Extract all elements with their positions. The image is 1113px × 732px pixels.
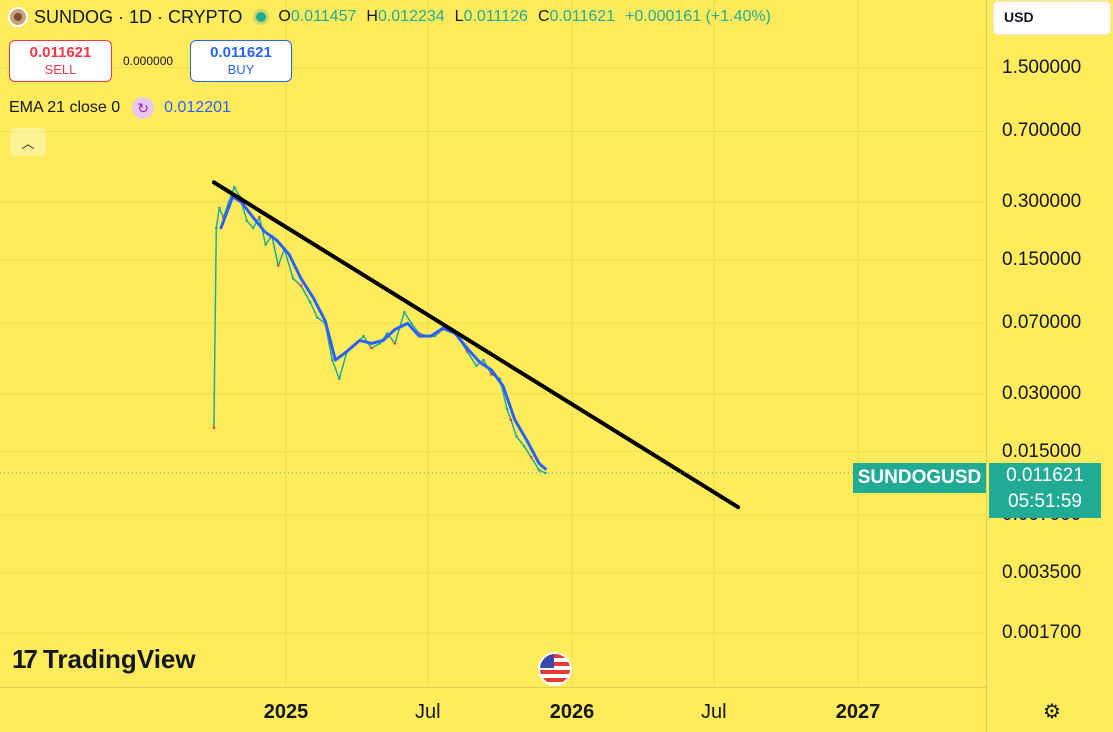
price-point	[245, 219, 249, 222]
price-point	[264, 243, 267, 246]
price-point	[489, 372, 493, 376]
sell-label: SELL	[44, 62, 77, 77]
buy-button[interactable]: 0.011621 BUY	[190, 40, 292, 82]
indicator-legend[interactable]: EMA 21 close 0 ↻ 0.012201	[9, 97, 231, 119]
price-point	[537, 468, 541, 472]
tradingview-logo[interactable]: 17 TradingView	[12, 644, 196, 675]
price-point	[308, 301, 312, 304]
tradingview-mark-icon: 17	[12, 644, 38, 674]
price-point	[316, 316, 319, 319]
price-point	[385, 332, 389, 335]
symbol-price-label: SUNDOGUSD	[853, 463, 986, 493]
brand-name: TradingView	[42, 644, 196, 674]
price-point	[258, 215, 261, 219]
price-point	[362, 334, 365, 338]
price-point	[218, 206, 221, 210]
market-status-icon	[256, 12, 267, 22]
price-point	[515, 435, 518, 438]
time-axis-separator	[0, 687, 986, 688]
ema-series	[219, 195, 547, 471]
price-tick-label: 0.030000	[1002, 382, 1082, 404]
time-tick-label: Jul	[415, 701, 441, 723]
buy-label: BUY	[227, 62, 255, 77]
chevron-up-icon: ︿	[21, 135, 35, 151]
coin-icon	[8, 7, 28, 27]
price-axis-separator	[986, 0, 987, 732]
price-point	[299, 284, 303, 287]
price-point	[403, 310, 406, 314]
currency-selector[interactable]: USD	[994, 2, 1110, 34]
price-tick-label: 0.070000	[1002, 312, 1082, 334]
change-value: +0.000161 (+1.40%)	[625, 8, 771, 25]
symbol-header[interactable]: SUNDOG · 1D · CRYPTO O0.011457 H0.012234…	[8, 5, 771, 29]
price-point	[475, 364, 478, 368]
price-tick-label: 1.500000	[1002, 57, 1082, 78]
price-point	[232, 185, 236, 189]
price-point	[509, 418, 513, 422]
ema-line	[219, 195, 547, 471]
price-tick-label: 0.150000	[1002, 248, 1082, 270]
last-price-label: 0.011621 05:51:59	[989, 463, 1101, 518]
price-point	[214, 226, 218, 230]
time-tick-label: Jul	[701, 701, 727, 723]
price-point	[337, 377, 341, 380]
indicator-name[interactable]: EMA 21 close 0	[9, 99, 121, 116]
price-point	[393, 342, 397, 345]
bar-countdown: 05:51:59	[1008, 491, 1082, 512]
chart-grid	[0, 0, 986, 687]
price-tick-label: 0.300000	[1002, 191, 1082, 213]
trendline-line	[211, 180, 741, 510]
price-point	[505, 407, 509, 411]
price-tick-label: 0.015000	[1002, 440, 1082, 462]
price-point	[522, 444, 526, 448]
trendline	[211, 180, 741, 510]
collapse-legend-button[interactable]: ︿	[10, 128, 46, 156]
price-point	[330, 358, 334, 362]
price-point	[529, 456, 533, 459]
sell-price: 0.011621	[29, 44, 92, 61]
gear-icon[interactable]: ⚙	[1043, 701, 1061, 723]
ohlc-values: O0.011457 H0.012234 L0.011126 C0.011621 …	[278, 8, 771, 25]
symbol-title[interactable]: SUNDOG · 1D · CRYPTO	[34, 6, 243, 27]
price-tick-label: 0.700000	[1002, 120, 1082, 142]
loading-icon: ↻	[132, 97, 155, 119]
price-point	[291, 277, 295, 280]
time-tick-label: 2027	[835, 701, 881, 723]
price-point	[212, 426, 216, 429]
price-point	[276, 264, 280, 267]
time-tick-label: 2026	[549, 701, 595, 723]
price-point	[251, 226, 255, 230]
price-point	[370, 346, 373, 350]
buy-price: 0.011621	[210, 44, 272, 61]
last-price-value: 0.011621	[1006, 465, 1084, 486]
indicator-value: 0.012201	[164, 99, 231, 116]
price-point	[482, 358, 485, 362]
sell-button[interactable]: 0.011621 SELL	[9, 40, 112, 82]
time-tick-label: 2025	[263, 701, 309, 723]
price-tick-label: 0.003500	[1002, 561, 1082, 583]
price-point	[410, 321, 413, 325]
price-tick-label: 0.001700	[1002, 622, 1082, 643]
spread-value: 0.000000	[123, 54, 174, 68]
us-flag-icon[interactable]	[540, 654, 570, 684]
